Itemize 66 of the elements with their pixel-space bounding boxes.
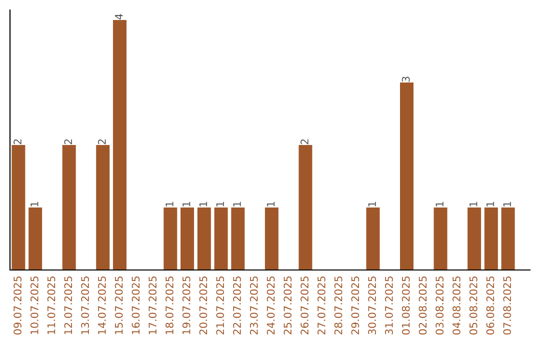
- x-tick-label: 28.07.2025: [334, 276, 342, 334]
- bar: [484, 208, 498, 270]
- data-label: 2: [64, 139, 72, 144]
- x-tick-label: 13.07.2025: [81, 276, 89, 334]
- x-tick-label: 29.07.2025: [351, 276, 360, 334]
- data-label: 2: [300, 139, 308, 144]
- x-tick-label: 18.07.2025: [166, 276, 174, 334]
- bar: [468, 208, 482, 270]
- x-tick-label: 02.08.2025: [418, 276, 427, 335]
- x-tick-label: 09.07.2025: [14, 276, 22, 335]
- data-label: 4: [115, 14, 123, 20]
- x-tick-label: 19.07.2025: [182, 276, 190, 334]
- bar: [197, 208, 211, 270]
- data-label: 1: [486, 202, 494, 206]
- x-tick-label: 17.07.2025: [148, 276, 157, 334]
- x-tick-label: 24.07.2025: [266, 276, 275, 334]
- data-label: 1: [233, 202, 241, 206]
- x-tick-label: 14.07.2025: [98, 276, 106, 334]
- bar: [164, 208, 178, 270]
- x-tick-label: 03.08.2025: [436, 276, 444, 335]
- x-tick-label: 16.07.2025: [132, 276, 140, 334]
- x-tick-label: 31.07.2025: [385, 276, 393, 334]
- bar: [28, 208, 42, 270]
- x-tick-label: 05.08.2025: [469, 276, 478, 335]
- data-label: 1: [470, 202, 478, 206]
- x-tick-label: 25.07.2025: [284, 276, 292, 334]
- bar: [298, 145, 312, 270]
- x-tick-label: 22.07.2025: [233, 276, 241, 334]
- x-tick-label: 04.08.2025: [452, 276, 460, 335]
- x-tick-label: 26.07.2025: [300, 276, 308, 334]
- data-label: 1: [368, 202, 376, 206]
- bar: [400, 82, 414, 270]
- bar: [264, 208, 278, 270]
- x-tick-label: 23.07.2025: [250, 276, 258, 334]
- bar: [112, 20, 126, 270]
- x-tick-label: 21.07.2025: [216, 276, 224, 334]
- data-label: 1: [436, 202, 444, 206]
- bar: [501, 208, 515, 270]
- bar: [96, 145, 110, 270]
- data-label: 3: [402, 76, 410, 82]
- data-label: 1: [503, 202, 511, 206]
- bar: [180, 208, 194, 270]
- x-tick-label: 01.08.2025: [402, 276, 410, 335]
- bar: [366, 208, 380, 270]
- data-label: 1: [266, 202, 275, 206]
- x-tick-label: 15.07.2025: [114, 276, 123, 334]
- bar: [214, 208, 228, 270]
- data-label: 1: [182, 202, 190, 206]
- data-label: 2: [14, 139, 22, 144]
- x-tick-label: 07.08.2025: [503, 276, 512, 335]
- x-tick-label: 11.07.2025: [47, 276, 56, 334]
- data-label: 2: [98, 139, 106, 144]
- data-label: 1: [166, 202, 174, 206]
- x-tick-label: 30.07.2025: [368, 276, 376, 334]
- x-tick-label: 27.07.2025: [317, 276, 326, 334]
- data-label: 1: [30, 202, 38, 206]
- bar: [231, 208, 245, 270]
- bar: [434, 208, 448, 270]
- bar: [62, 145, 76, 270]
- bar: [12, 145, 26, 270]
- data-label: 1: [216, 202, 224, 206]
- x-tick-label: 12.07.2025: [64, 276, 72, 334]
- x-tick-label: 20.07.2025: [199, 276, 208, 334]
- x-tick-label: 06.08.2025: [486, 276, 494, 335]
- data-label: 1: [199, 202, 208, 206]
- x-tick-label: 10.07.2025: [30, 276, 38, 334]
